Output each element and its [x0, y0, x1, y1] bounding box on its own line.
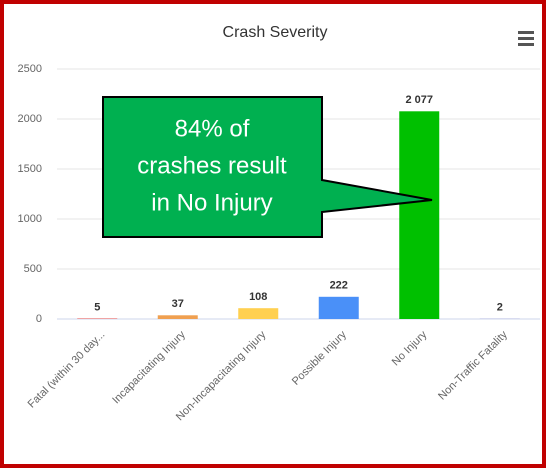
- x-tick-label: No Injury: [390, 328, 430, 368]
- y-tick-label: 2500: [18, 63, 42, 75]
- value-label: 2 077: [405, 94, 433, 106]
- annotation-callout: 84% of crashes result in No Injury: [102, 96, 433, 238]
- bar: [238, 308, 279, 319]
- value-label: 108: [249, 291, 267, 303]
- annotation-line: crashes result: [137, 152, 287, 179]
- y-tick-label: 500: [24, 263, 42, 275]
- value-label: 5: [94, 301, 100, 313]
- y-tick-label: 0: [36, 313, 42, 325]
- bar: [77, 318, 118, 319]
- bar: [318, 296, 359, 319]
- annotation-line: 84% of: [175, 115, 250, 142]
- bar: [157, 315, 198, 319]
- chart-title: Crash Severity: [223, 24, 328, 41]
- x-tick-label: Non-Incapacitating Injury: [174, 328, 269, 423]
- annotation-line: in No Injury: [151, 189, 272, 216]
- x-tick-label: Non-Traffic Fatality: [436, 328, 510, 402]
- value-label: 37: [172, 298, 184, 310]
- x-tick-label: Possible Injury: [290, 328, 349, 387]
- y-tick-label: 1000: [18, 213, 42, 225]
- y-tick-label: 1500: [18, 163, 42, 175]
- value-label: 222: [330, 280, 348, 292]
- y-tick-label: 2000: [18, 113, 42, 125]
- callout-shape: [102, 96, 433, 238]
- x-tick-label: Incapacitating Injury: [110, 328, 188, 406]
- bar: [399, 111, 440, 319]
- x-tick-label: Fatal (within 30 day...: [26, 329, 108, 411]
- value-label: 2: [497, 302, 503, 314]
- menu-icon[interactable]: [518, 31, 534, 46]
